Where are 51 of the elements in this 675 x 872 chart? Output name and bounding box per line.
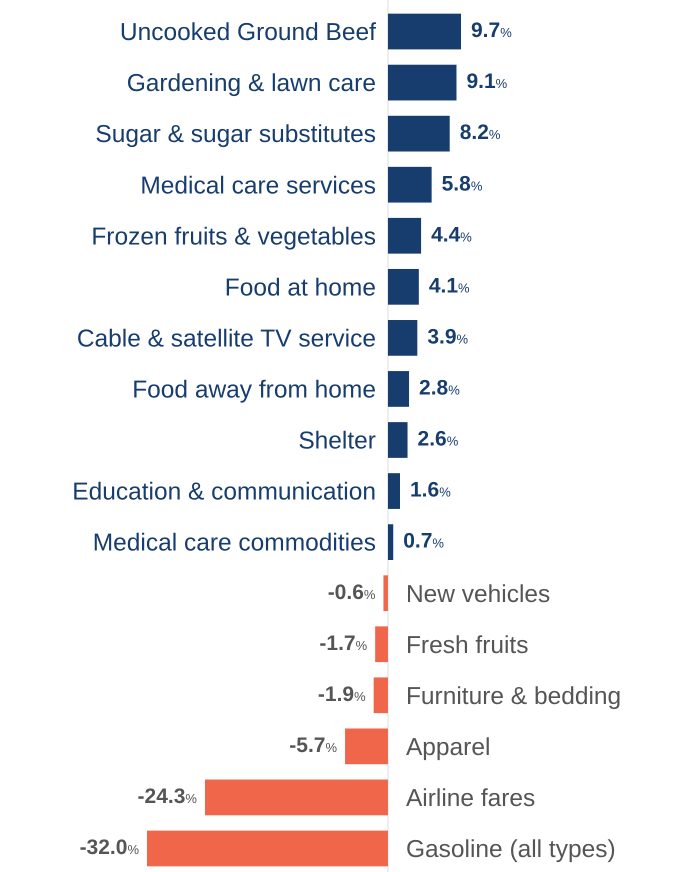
bar — [383, 575, 388, 612]
y-tick-label: Frozen fruits & vegetables — [91, 223, 376, 250]
bar — [388, 166, 432, 203]
y-tick-label: Shelter — [298, 428, 376, 455]
y-tick-label: Airline fares — [406, 784, 536, 812]
bar — [204, 780, 388, 816]
bar — [388, 14, 461, 50]
bar — [147, 830, 388, 866]
data-label: 0.7% — [403, 530, 444, 553]
data-label: 5.8% — [442, 172, 483, 196]
bar — [388, 218, 422, 254]
data-label: 3.9% — [427, 325, 469, 348]
y-tick-label: Apparel — [406, 734, 490, 761]
bar — [375, 626, 388, 662]
data-label: 9.7% — [471, 19, 512, 42]
y-tick-label: Food at home — [224, 274, 376, 302]
y-tick-label: New vehicles — [406, 580, 550, 608]
y-tick-label: Fresh fruits — [406, 632, 528, 659]
bar — [388, 116, 450, 152]
y-tick-label: Uncooked Ground Beef — [120, 19, 376, 46]
y-tick-label: Sugar & sugar substitutes — [95, 121, 376, 148]
bar — [374, 677, 388, 714]
bar — [388, 422, 408, 458]
data-label: -24.3% — [138, 785, 198, 808]
y-tick-label: Education & communication — [72, 478, 376, 506]
bar — [388, 473, 400, 509]
data-label: 1.6% — [410, 478, 452, 502]
y-tick-label: Gardening & lawn care — [126, 70, 376, 98]
bar — [388, 64, 456, 100]
bar — [388, 268, 419, 305]
data-label: -5.7% — [289, 734, 338, 757]
y-tick-label: Food away from home — [132, 376, 376, 404]
bar — [388, 320, 418, 356]
bar — [388, 524, 394, 560]
bar — [388, 371, 410, 407]
data-label: 9.1% — [466, 70, 508, 94]
data-label: -32.0% — [80, 836, 140, 860]
data-label: 4.4% — [431, 223, 472, 246]
data-label: -1.9% — [318, 682, 366, 706]
data-label: 8.2% — [460, 121, 501, 144]
data-label: 4.1% — [428, 274, 470, 298]
data-label: -0.6% — [328, 580, 376, 604]
y-tick-label: Medical care services — [140, 172, 376, 200]
y-tick-label: Medical care commodities — [92, 530, 376, 557]
data-label: 2.8% — [419, 376, 460, 400]
y-tick-label: Furniture & bedding — [406, 682, 622, 710]
data-label: 2.6% — [418, 428, 459, 451]
y-tick-label: Gasoline (all types) — [406, 836, 616, 864]
bar — [345, 728, 388, 764]
data-label: -1.7% — [319, 632, 368, 655]
y-tick-label: Cable & satellite TV service — [76, 325, 376, 352]
